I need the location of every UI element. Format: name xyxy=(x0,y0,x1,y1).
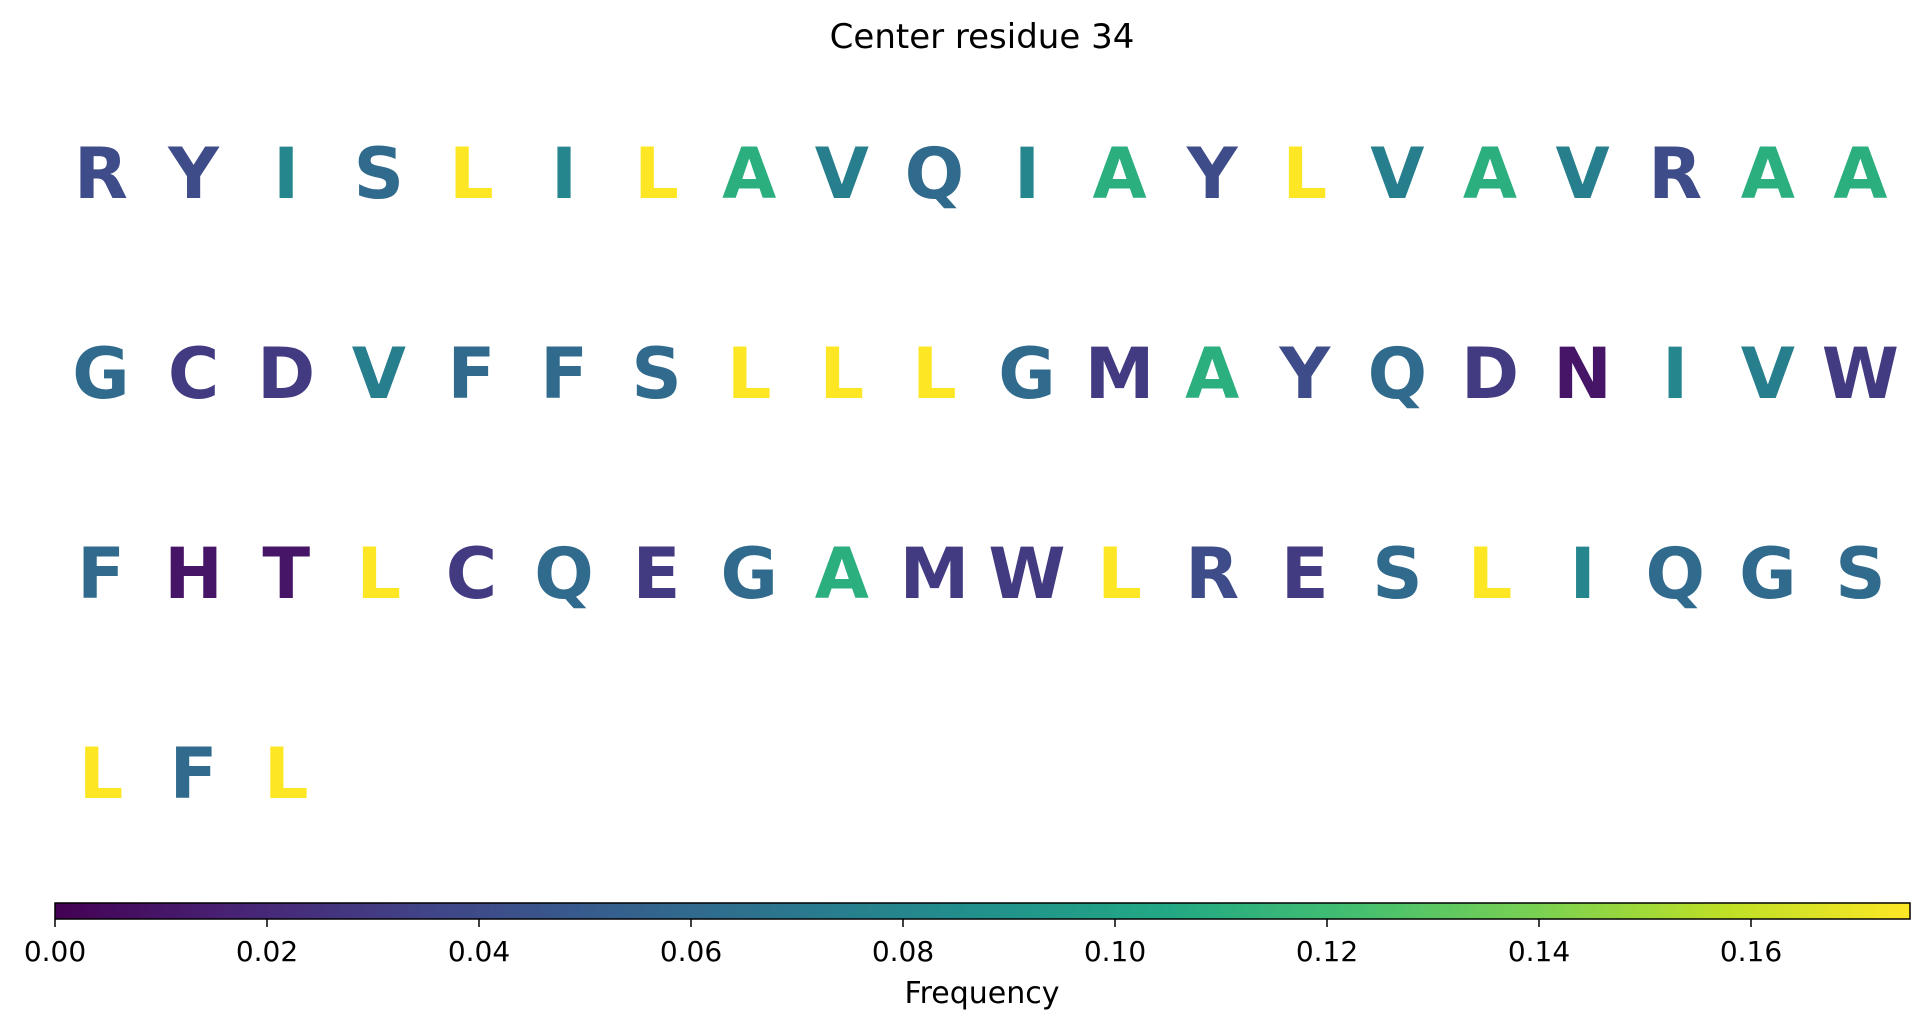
residue-letter: F xyxy=(77,533,125,615)
residue-letter: H xyxy=(164,533,223,615)
residue-letter: L xyxy=(449,133,494,215)
residue-letter: L xyxy=(819,333,864,415)
residue-letter: R xyxy=(1648,133,1702,215)
residue-letter: A xyxy=(722,133,776,215)
residue-letter: A xyxy=(1833,133,1887,215)
residue-letter: V xyxy=(352,333,406,415)
residue-letter: E xyxy=(1281,533,1329,615)
residue-letter: A xyxy=(1185,333,1239,415)
colorbar-tick-label: 0.04 xyxy=(448,935,510,968)
residue-letter: Q xyxy=(534,533,594,615)
residue-letter: W xyxy=(1822,333,1899,415)
residue-letter: L xyxy=(1468,533,1513,615)
residue-letter: L xyxy=(79,733,124,815)
residue-letter: Y xyxy=(1186,133,1239,215)
residue-letter: T xyxy=(262,533,310,615)
residue-letter: D xyxy=(257,333,315,415)
residue-letter: F xyxy=(170,733,218,815)
residue-letter: G xyxy=(72,333,129,415)
residue-letter: L xyxy=(912,333,957,415)
residue-letter: W xyxy=(988,533,1065,615)
residue-letter: M xyxy=(900,533,970,615)
residue-letter: V xyxy=(1556,133,1610,215)
residue-letter: E xyxy=(633,533,681,615)
colorbar-tick-label: 0.02 xyxy=(236,935,298,968)
colorbar-tick-label: 0.12 xyxy=(1296,935,1358,968)
colorbar-tick-label: 0.00 xyxy=(24,935,86,968)
residue-letter: L xyxy=(1097,533,1142,615)
residue-letter: L xyxy=(634,133,679,215)
residue-letter: F xyxy=(540,333,588,415)
colorbar-ticks: 0.00 0.02 0.04 0.06 0.08 0.10 0.12 0.14 0.16 xyxy=(24,919,1782,968)
residue-letter: V xyxy=(1741,333,1795,415)
residue-letter: L xyxy=(356,533,401,615)
residue-letter: A xyxy=(1463,133,1517,215)
residue-letter: I xyxy=(1014,133,1040,215)
colorbar-tick-label: 0.10 xyxy=(1084,935,1146,968)
chart-title: Center residue 34 xyxy=(830,17,1135,57)
colorbar: 0.00 0.02 0.04 0.06 0.08 0.10 0.12 0.14 0.16 Fre… xyxy=(24,902,1911,1011)
residue-letter: L xyxy=(727,333,772,415)
residue-letter: I xyxy=(1570,533,1596,615)
residue-letter: N xyxy=(1553,333,1612,415)
residue-letter: Q xyxy=(905,133,965,215)
residue-letter: G xyxy=(1739,533,1796,615)
residue-letter: Q xyxy=(1368,333,1428,415)
residue-letter: A xyxy=(1093,133,1147,215)
residue-letter: R xyxy=(1185,533,1239,615)
colorbar-label: Frequency xyxy=(905,976,1060,1011)
residue-letter: S xyxy=(631,333,681,415)
residue-letter: I xyxy=(1662,333,1688,415)
colorbar-tick-label: 0.08 xyxy=(872,935,934,968)
residue-letter: D xyxy=(1461,333,1519,415)
colorbar-gradient xyxy=(54,902,1911,920)
residue-letter: Y xyxy=(1278,333,1331,415)
residue-letter: A xyxy=(1741,133,1795,215)
residue-letter: L xyxy=(264,733,309,815)
colorbar-tick-label: 0.16 xyxy=(1720,935,1782,968)
residue-letter: F xyxy=(447,333,495,415)
residue-letter: S xyxy=(1372,533,1422,615)
residue-letter: Q xyxy=(1645,533,1705,615)
residue-letter: G xyxy=(720,533,777,615)
residue-letter: R xyxy=(74,133,128,215)
residue-letter: V xyxy=(815,133,869,215)
residue-letter: S xyxy=(354,133,404,215)
residue-letter: Y xyxy=(167,133,220,215)
residue-letter: V xyxy=(1370,133,1424,215)
residue-letter: A xyxy=(815,533,869,615)
residue-letter: G xyxy=(998,333,1055,415)
colorbar-tick-label: 0.14 xyxy=(1508,935,1570,968)
residue-letter: I xyxy=(273,133,299,215)
residue-letter: M xyxy=(1085,333,1155,415)
residue-letter: S xyxy=(1835,533,1885,615)
residue-letter: C xyxy=(168,333,219,415)
residue-letter: L xyxy=(1282,133,1327,215)
residue-grid: R Y I S L I L A V Q I A Y L V A V R A AG C D V F F S L L L G M A Y Q D N I V W… xyxy=(72,133,1899,815)
colorbar-tick-label: 0.06 xyxy=(660,935,722,968)
residue-letter: I xyxy=(551,133,577,215)
residue-letter: C xyxy=(446,533,497,615)
